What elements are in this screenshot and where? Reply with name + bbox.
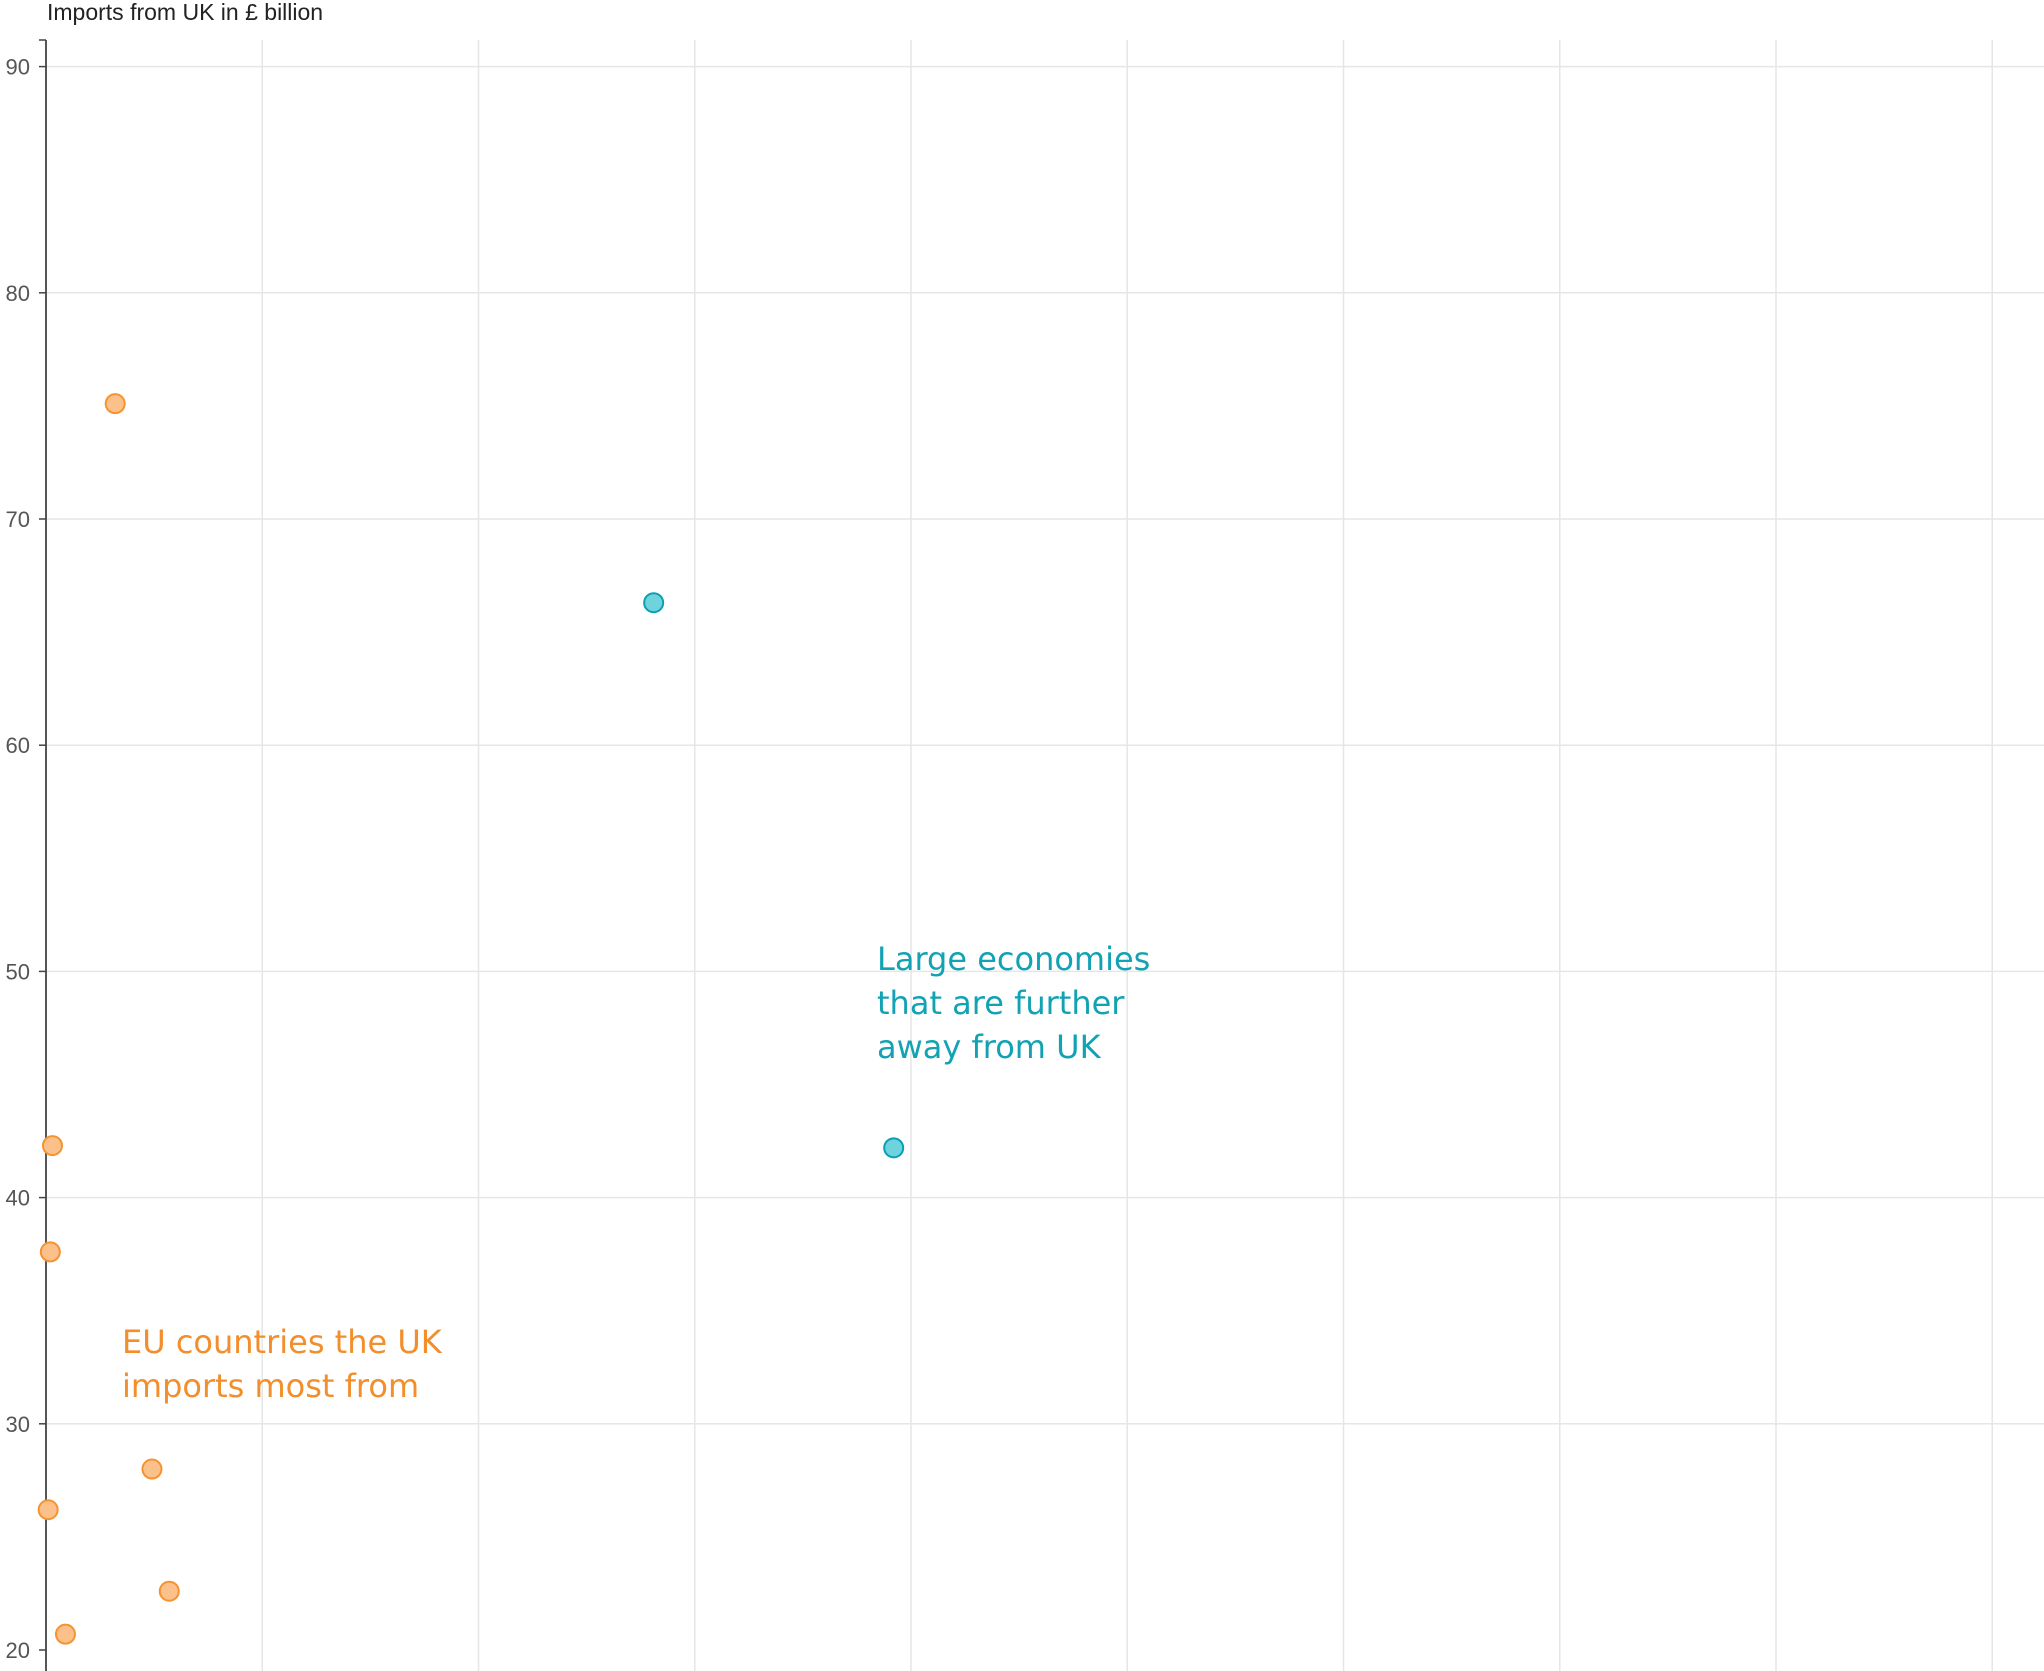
grid-lines [46,40,2044,1671]
scatter-point [41,1135,63,1157]
scatter-point [104,393,126,415]
y-tick-label: 20 [6,1638,30,1663]
y-tick-label: 50 [6,959,30,984]
scatter-point [141,1458,163,1480]
scatter-point [54,1623,76,1645]
scatter-point [883,1137,905,1159]
y-tick-label: 60 [6,733,30,758]
y-tick-label: 30 [6,1412,30,1437]
data-points [37,393,905,1645]
scatter-point [39,1241,61,1263]
y-tick-label: 90 [6,55,30,80]
y-tick-label: 80 [6,281,30,306]
scatter-point [37,1499,59,1521]
y-axis [39,39,47,1671]
y-tick-label: 40 [6,1186,30,1211]
scatter-point [158,1580,180,1602]
annotation-eu-countries: EU countries the UK imports most from [122,1323,442,1405]
scatter-point [643,592,665,614]
y-tick-labels: 20 30 40 50 60 70 80 90 [6,55,30,1663]
annotation-large-economies: Large economies that are further away fr… [877,940,1151,1066]
y-axis-label: Imports from UK in £ billion [47,0,324,25]
y-tick-label: 70 [6,507,30,532]
